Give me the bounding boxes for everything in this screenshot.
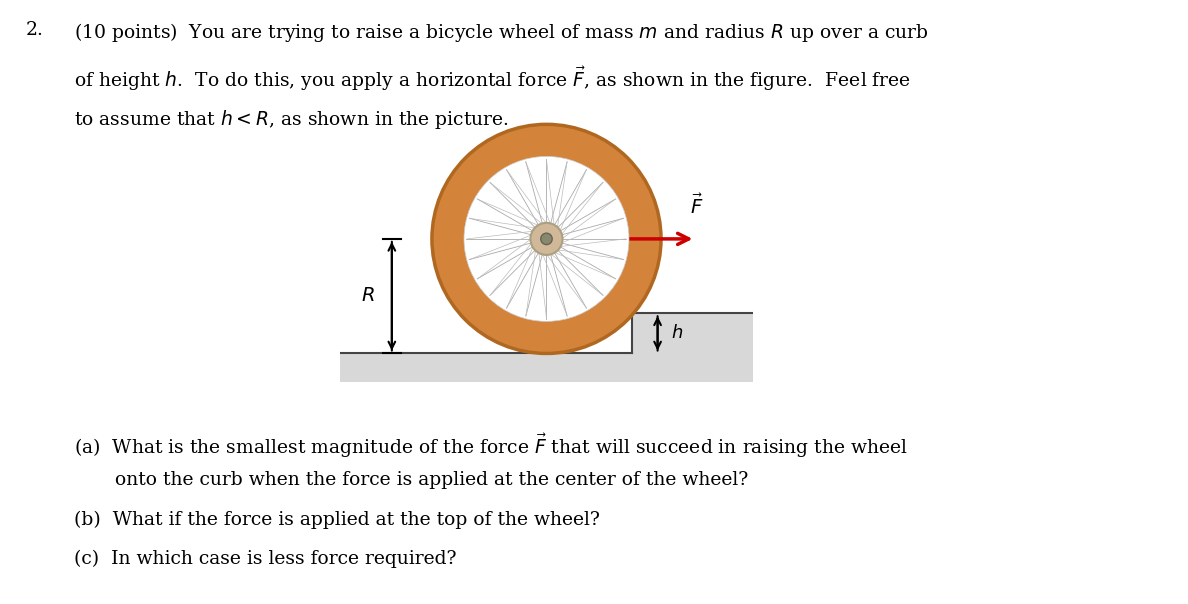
Text: (c)  In which case is less force required?: (c) In which case is less force required… (74, 550, 456, 568)
Text: $\vec{F}$: $\vec{F}$ (690, 194, 703, 218)
Text: (b)  What if the force is applied at the top of the wheel?: (b) What if the force is applied at the … (74, 510, 600, 528)
Text: to assume that $h < R$, as shown in the picture.: to assume that $h < R$, as shown in the … (74, 108, 508, 131)
Circle shape (531, 223, 562, 255)
Polygon shape (632, 313, 753, 382)
Circle shape (432, 124, 661, 353)
Polygon shape (340, 353, 632, 382)
Text: $R$: $R$ (361, 287, 374, 305)
Circle shape (541, 233, 552, 245)
Text: (a)  What is the smallest magnitude of the force $\vec{F}$ that will succeed in : (a) What is the smallest magnitude of th… (74, 432, 908, 460)
Text: 2.: 2. (26, 21, 44, 39)
Text: of height $h$.  To do this, you apply a horizontal force $\vec{F}$, as shown in : of height $h$. To do this, you apply a h… (74, 65, 911, 93)
Text: $h$: $h$ (671, 324, 683, 342)
Circle shape (465, 156, 628, 321)
Text: (10 points)  You are trying to raise a bicycle wheel of mass $m$ and radius $R$ : (10 points) You are trying to raise a bi… (74, 21, 929, 44)
Text: onto the curb when the force is applied at the center of the wheel?: onto the curb when the force is applied … (115, 471, 748, 489)
